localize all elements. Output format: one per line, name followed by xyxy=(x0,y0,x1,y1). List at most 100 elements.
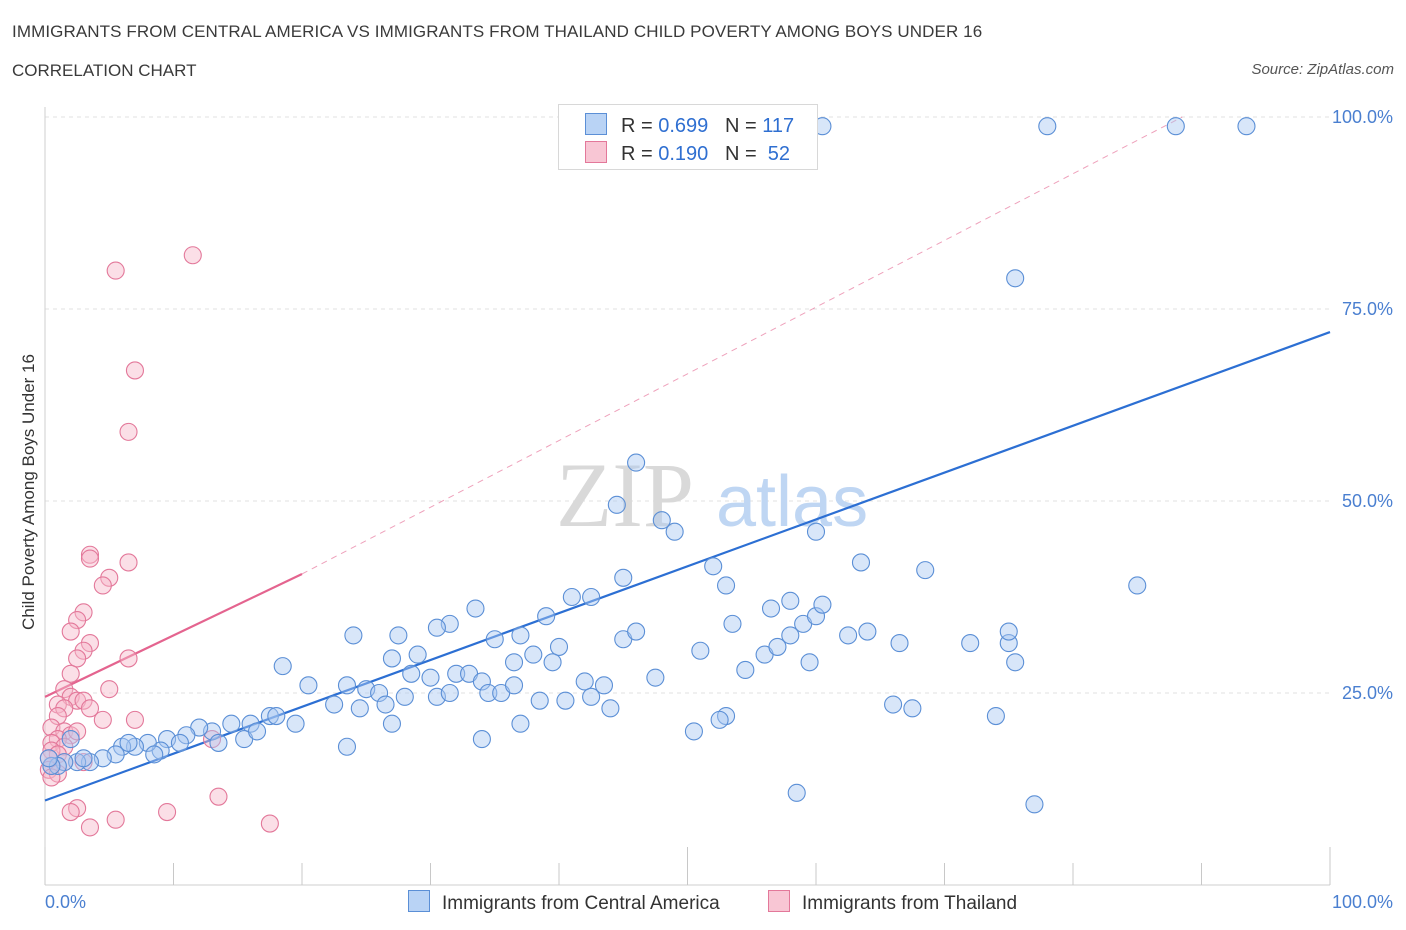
data-point-central-america xyxy=(890,634,909,653)
legend-r-label: R = xyxy=(621,143,653,165)
legend-row-thailand: R = 0.190 N = 52 xyxy=(585,141,790,165)
data-point-central-america xyxy=(652,511,671,530)
y-tick-label: 25.0% xyxy=(1342,683,1393,703)
legend-n-value: 52 xyxy=(767,143,791,165)
data-point-thailand xyxy=(68,722,87,741)
data-point-central-america xyxy=(582,687,601,706)
data-point-central-america xyxy=(260,706,279,726)
data-point-central-america xyxy=(787,783,806,802)
data-point-thailand xyxy=(125,710,144,729)
legend-swatch-blue xyxy=(585,113,607,135)
series-central-america-points xyxy=(39,117,1256,814)
data-point-thailand xyxy=(80,549,100,568)
data-point-central-america xyxy=(119,733,138,752)
data-point-central-america xyxy=(273,657,292,676)
data-point-central-america xyxy=(1006,269,1025,288)
data-point-central-america xyxy=(325,695,344,714)
bottom-legend-label: Immigrants from Thailand xyxy=(802,893,1018,914)
data-point-central-america xyxy=(691,641,710,660)
data-point-thailand xyxy=(100,568,119,587)
grid-lines xyxy=(45,116,1330,694)
data-point-central-america xyxy=(839,626,858,645)
data-point-central-america xyxy=(286,714,305,733)
legend-swatch-pink xyxy=(585,141,607,163)
series-thailand-points xyxy=(39,246,279,837)
data-point-central-america xyxy=(806,607,826,626)
data-point-central-america xyxy=(916,561,935,580)
stats-legend: R = 0.699 N = 117 R = 0.190 N = 52 xyxy=(558,104,818,170)
data-point-central-america xyxy=(472,730,491,749)
data-point-central-america xyxy=(402,664,421,683)
chart-subtitle: CORRELATION CHART xyxy=(12,61,197,80)
data-point-central-america xyxy=(511,714,530,733)
data-point-thailand xyxy=(74,603,93,622)
data-point-central-america xyxy=(768,637,787,656)
data-point-central-america xyxy=(370,683,389,703)
data-point-central-america xyxy=(684,722,703,741)
trend-line-1 xyxy=(44,572,303,698)
data-point-central-america xyxy=(884,695,903,714)
data-point-thailand xyxy=(260,814,279,833)
data-point-central-america xyxy=(781,626,800,645)
y-tick-label: 75.0% xyxy=(1342,299,1393,319)
data-point-central-america xyxy=(427,618,446,637)
data-point-central-america xyxy=(549,637,569,656)
data-point-central-america xyxy=(800,653,819,672)
data-point-central-america xyxy=(1025,795,1044,814)
data-point-central-america xyxy=(74,749,93,768)
data-point-thailand xyxy=(55,699,74,718)
data-point-central-america xyxy=(999,622,1018,641)
data-point-central-america xyxy=(858,622,877,641)
data-point-thailand xyxy=(209,787,228,806)
data-point-thailand xyxy=(61,802,80,822)
data-point-central-america xyxy=(1166,117,1185,136)
y-tick-label: 50.0% xyxy=(1342,491,1393,511)
data-point-central-america xyxy=(601,699,620,718)
data-point-central-america xyxy=(337,676,357,695)
bottom-legend-central-america: Immigrants from Central America xyxy=(408,890,720,915)
data-point-thailand xyxy=(55,680,74,699)
data-point-thailand xyxy=(80,818,100,837)
data-point-central-america xyxy=(736,660,755,680)
data-point-thailand xyxy=(119,553,138,572)
data-point-thailand xyxy=(74,753,93,772)
data-point-central-america xyxy=(1006,653,1025,672)
data-point-central-america xyxy=(716,576,736,595)
data-point-central-america xyxy=(961,634,980,653)
data-point-central-america xyxy=(851,553,871,572)
data-point-central-america xyxy=(170,733,189,752)
data-point-central-america xyxy=(806,522,826,541)
data-point-central-america xyxy=(594,676,614,695)
data-point-central-america xyxy=(479,683,498,703)
data-point-thailand xyxy=(93,576,112,595)
data-point-thailand xyxy=(68,649,87,668)
data-point-central-america xyxy=(627,622,646,641)
data-point-central-america xyxy=(472,672,491,691)
data-point-central-america xyxy=(781,591,800,610)
bottom-legend-swatch-pink xyxy=(768,890,790,912)
data-point-central-america xyxy=(504,676,524,695)
data-point-central-america xyxy=(337,737,357,756)
data-point-central-america xyxy=(704,557,723,576)
trend-line-extension-1 xyxy=(301,116,1183,575)
data-point-thailand xyxy=(74,641,93,660)
data-point-central-america xyxy=(1128,576,1147,595)
data-point-central-america xyxy=(440,683,459,703)
x-tick-label-start: 0.0% xyxy=(45,892,86,912)
legend-row-central-america: R = 0.699 N = 117 xyxy=(585,113,794,137)
data-point-thailand xyxy=(106,261,125,280)
data-point-central-america xyxy=(986,706,1005,726)
data-point-central-america xyxy=(530,691,549,710)
legend-n-value: 117 xyxy=(762,115,795,137)
data-point-thailand xyxy=(80,699,100,718)
data-point-central-america xyxy=(350,699,369,718)
y-axis-label: Child Poverty Among Boys Under 16 xyxy=(19,354,38,630)
data-point-thailand xyxy=(80,634,100,653)
legend-r-value: 0.190 xyxy=(658,143,709,165)
data-point-central-america xyxy=(543,653,562,672)
data-point-thailand xyxy=(93,710,112,729)
data-point-central-america xyxy=(61,730,80,749)
data-point-central-america xyxy=(524,645,543,664)
data-point-central-america xyxy=(209,733,228,752)
